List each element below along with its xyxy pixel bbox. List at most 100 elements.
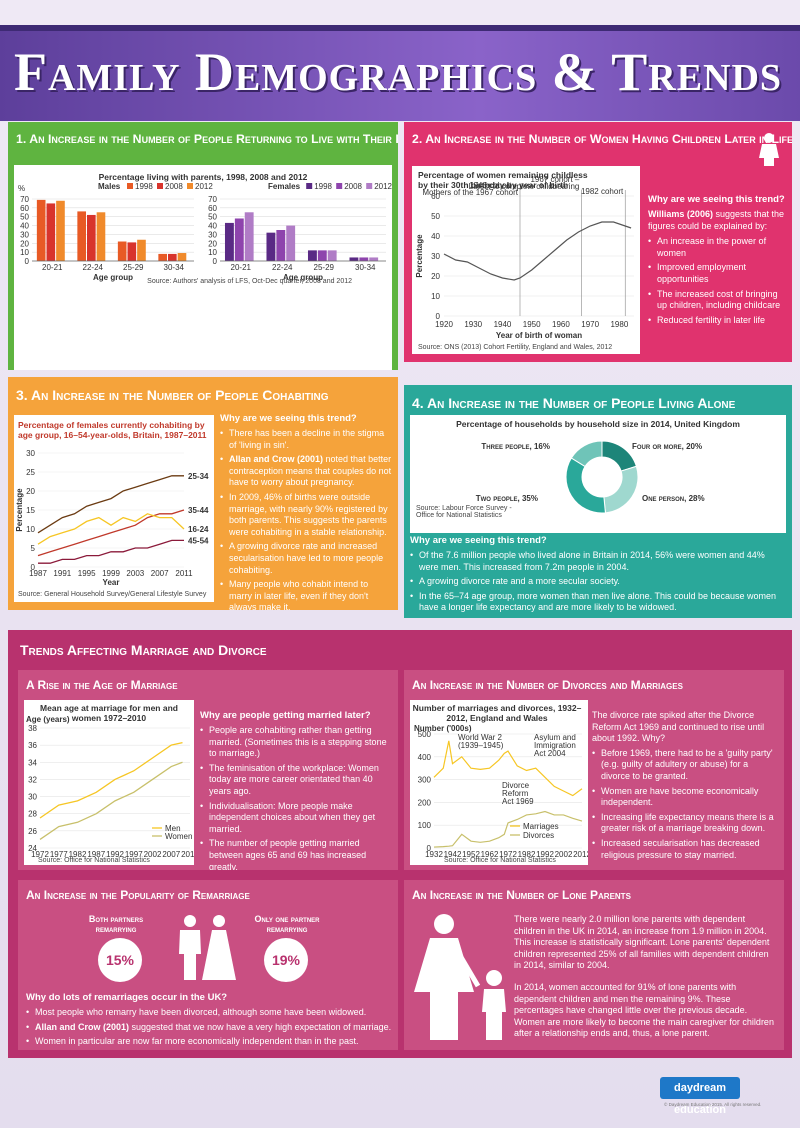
y-tick-label: 15 xyxy=(26,506,35,515)
panel-heading: 2. An Increase in the Number of Women Ha… xyxy=(412,132,792,146)
chart-area-3 xyxy=(14,415,214,602)
series-line xyxy=(39,741,183,819)
x-tick-label: 2002 xyxy=(555,850,573,859)
series-line-35-44 xyxy=(37,509,185,557)
legend-label: 1998 xyxy=(135,182,153,191)
bullet-text: There has been a decline in the stigma o… xyxy=(229,428,385,450)
y-axis-label: Percentage xyxy=(415,234,424,278)
legend-label: 2008 xyxy=(165,182,183,191)
why-heading: Why do lots of remarriages occur in the … xyxy=(26,992,228,1003)
y-tick-label: 0 xyxy=(427,844,432,853)
x-tick-label: 1940 xyxy=(494,320,512,329)
list-item: At older ages (e.g. early 30s) some peop… xyxy=(14,334,392,357)
copyright: © Daydream Education 2015. All rights re… xyxy=(664,1102,762,1107)
tick-label: 10 xyxy=(208,248,217,257)
x-tick-label: 2003 xyxy=(126,569,144,578)
donut-chart-households: Three people, 16% Four or more, 20% Two pe… xyxy=(476,440,705,514)
page-title: Family Demographics & Trends xyxy=(14,42,783,102)
y-tick-label: 38 xyxy=(28,724,37,733)
series-line-45-54 xyxy=(38,539,184,564)
annotation-1946: 1946 cohort – xyxy=(469,181,518,190)
why-heading: Why are we seeing this trend? xyxy=(410,535,547,546)
x-tick-label: 1987 xyxy=(29,569,47,578)
panel-5a-text: Why are people getting married later? Pe… xyxy=(200,710,392,870)
legend-swatch xyxy=(366,183,373,189)
y-axis-label: Age (years) xyxy=(26,715,70,724)
tick-label: 30 xyxy=(208,230,217,239)
bar xyxy=(307,250,317,261)
tick-label: 10 xyxy=(20,248,29,257)
tick-label: 50 xyxy=(208,213,217,222)
chart-source: Source: General Household Survey/General… xyxy=(18,591,207,598)
y-tick-label: 200 xyxy=(418,798,432,807)
y-tick-label: 26 xyxy=(28,827,37,836)
label-four-or-more: Four or more, 20% xyxy=(632,442,702,451)
series-line-25-34 xyxy=(37,475,184,534)
bullet-text: A growing divorce rate and increased sec… xyxy=(229,541,384,575)
annotation-1982: 1982 cohort xyxy=(581,187,624,196)
series-line xyxy=(433,740,583,797)
x-tick-label: 25-29 xyxy=(314,263,335,272)
legend-swatch xyxy=(157,183,163,189)
y-axis-label: % xyxy=(18,184,25,193)
daydream-logo: daydream education xyxy=(660,1077,740,1116)
bar xyxy=(349,257,359,261)
y-axis-label: Percentage xyxy=(15,488,24,532)
y-tick-label: 36 xyxy=(28,741,37,750)
legend-label: 2008 xyxy=(344,182,362,191)
y-tick-label: 24 xyxy=(28,844,37,853)
legend-swatch xyxy=(187,183,193,189)
x-axis-label: Age group xyxy=(283,273,323,282)
y-tick-label: 500 xyxy=(418,730,432,739)
bar xyxy=(276,230,286,261)
list-item: Of the 7.6 million people who lived alon… xyxy=(410,550,786,573)
tick-label: 70 xyxy=(208,195,217,204)
y-tick-label: 25 xyxy=(26,468,35,477)
x-tick-label: 22-24 xyxy=(272,263,293,272)
annotation-1967: 1967 cohort – xyxy=(530,175,579,184)
panel-3-text: Why are we seeing this trend? There has … xyxy=(220,413,392,610)
chart-source: Source: Labour Force Survey - Office for… xyxy=(416,505,512,519)
legend-label: Men xyxy=(165,824,181,833)
series-label: 35-44 xyxy=(188,506,209,515)
paragraph: In 2014, women accounted for 91% of lone… xyxy=(514,981,774,1039)
both-partners-label: Both partners remarrying xyxy=(88,914,144,934)
list-item: In the 65–74 age group, more women than … xyxy=(410,591,786,614)
series-line xyxy=(433,810,583,848)
x-tick-label: 1991 xyxy=(53,569,71,578)
chart-area-2 xyxy=(412,166,640,354)
x-tick-label: 2002 xyxy=(144,850,162,859)
x-tick-label: 1920 xyxy=(435,320,453,329)
list-item: Reduced fertility in later life xyxy=(648,315,788,327)
tick-label: 20 xyxy=(208,239,217,248)
why-heading: Why are people getting married later? xyxy=(200,710,371,721)
bullet-list: An increase in the power of women Improv… xyxy=(648,236,788,326)
x-axis-label: Age group xyxy=(93,273,133,282)
y-tick-label: 30 xyxy=(28,793,37,802)
list-item: Allan and Crow (2001) suggested that we … xyxy=(26,1022,392,1034)
bar xyxy=(46,203,56,261)
bullet-text: In 2009, 46% of births were outside marr… xyxy=(229,491,388,537)
x-tick-label: 30-34 xyxy=(164,263,185,272)
legend-title: Females xyxy=(268,182,301,191)
x-tick-label: 2012 xyxy=(181,850,194,859)
x-tick-label: 1932 xyxy=(425,850,443,859)
bar xyxy=(369,257,379,261)
bar xyxy=(359,257,369,261)
chart-source: Source: Office for National Statistics xyxy=(444,857,556,864)
citation: Williams (2006) xyxy=(648,209,713,219)
list-item: As a result of increased higher educatio… xyxy=(14,308,392,331)
chart-source: Source: Office for National Statistics xyxy=(38,857,150,864)
panel-lone-parents: An Increase in the Number of Lone Parent… xyxy=(404,880,784,1050)
tick-label: 30 xyxy=(20,230,29,239)
panel-divorces-marriages: An Increase in the Number of Divorces an… xyxy=(404,670,784,870)
y-tick-label: 30 xyxy=(431,252,440,261)
legend-label: Divorces xyxy=(523,831,554,840)
x-tick-label: 30-34 xyxy=(355,263,376,272)
list-item: Increasing life expectancy means there i… xyxy=(592,812,778,835)
annotation-asylum: Act 2004 xyxy=(534,749,566,758)
bar xyxy=(87,214,96,261)
series-line xyxy=(39,761,183,840)
